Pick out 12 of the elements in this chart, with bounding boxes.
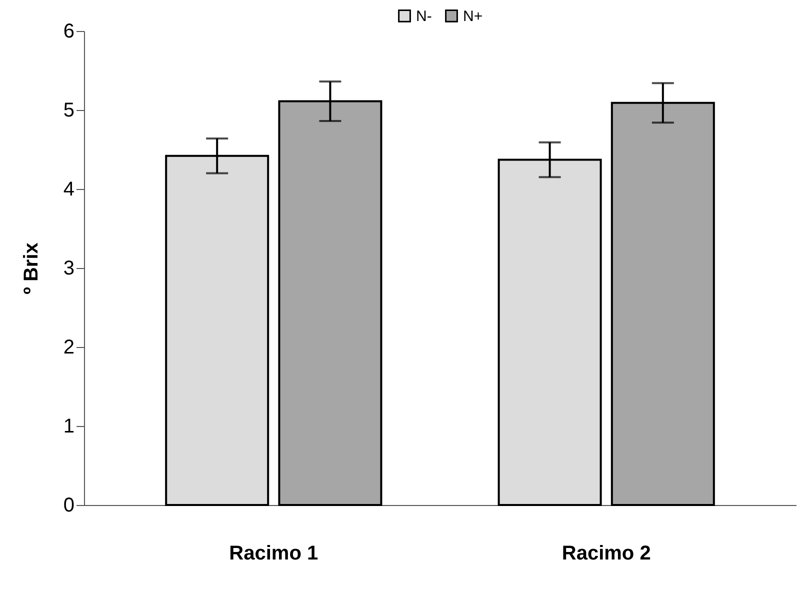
y-tick-label: 2 bbox=[63, 336, 74, 358]
y-tick-label: 6 bbox=[63, 20, 74, 42]
x-tick-label: Racimo 1 bbox=[229, 542, 318, 564]
y-axis-title: º Brix bbox=[20, 242, 42, 294]
y-tick-label: 3 bbox=[63, 258, 74, 280]
x-tick-label: Racimo 2 bbox=[562, 542, 651, 564]
y-tick-label: 5 bbox=[63, 100, 74, 122]
legend-label: N- bbox=[416, 8, 432, 25]
y-tick-label: 1 bbox=[63, 416, 74, 438]
y-tick-label: 0 bbox=[63, 494, 74, 516]
y-tick-label: 4 bbox=[63, 178, 74, 200]
legend-label: N+ bbox=[463, 8, 483, 25]
